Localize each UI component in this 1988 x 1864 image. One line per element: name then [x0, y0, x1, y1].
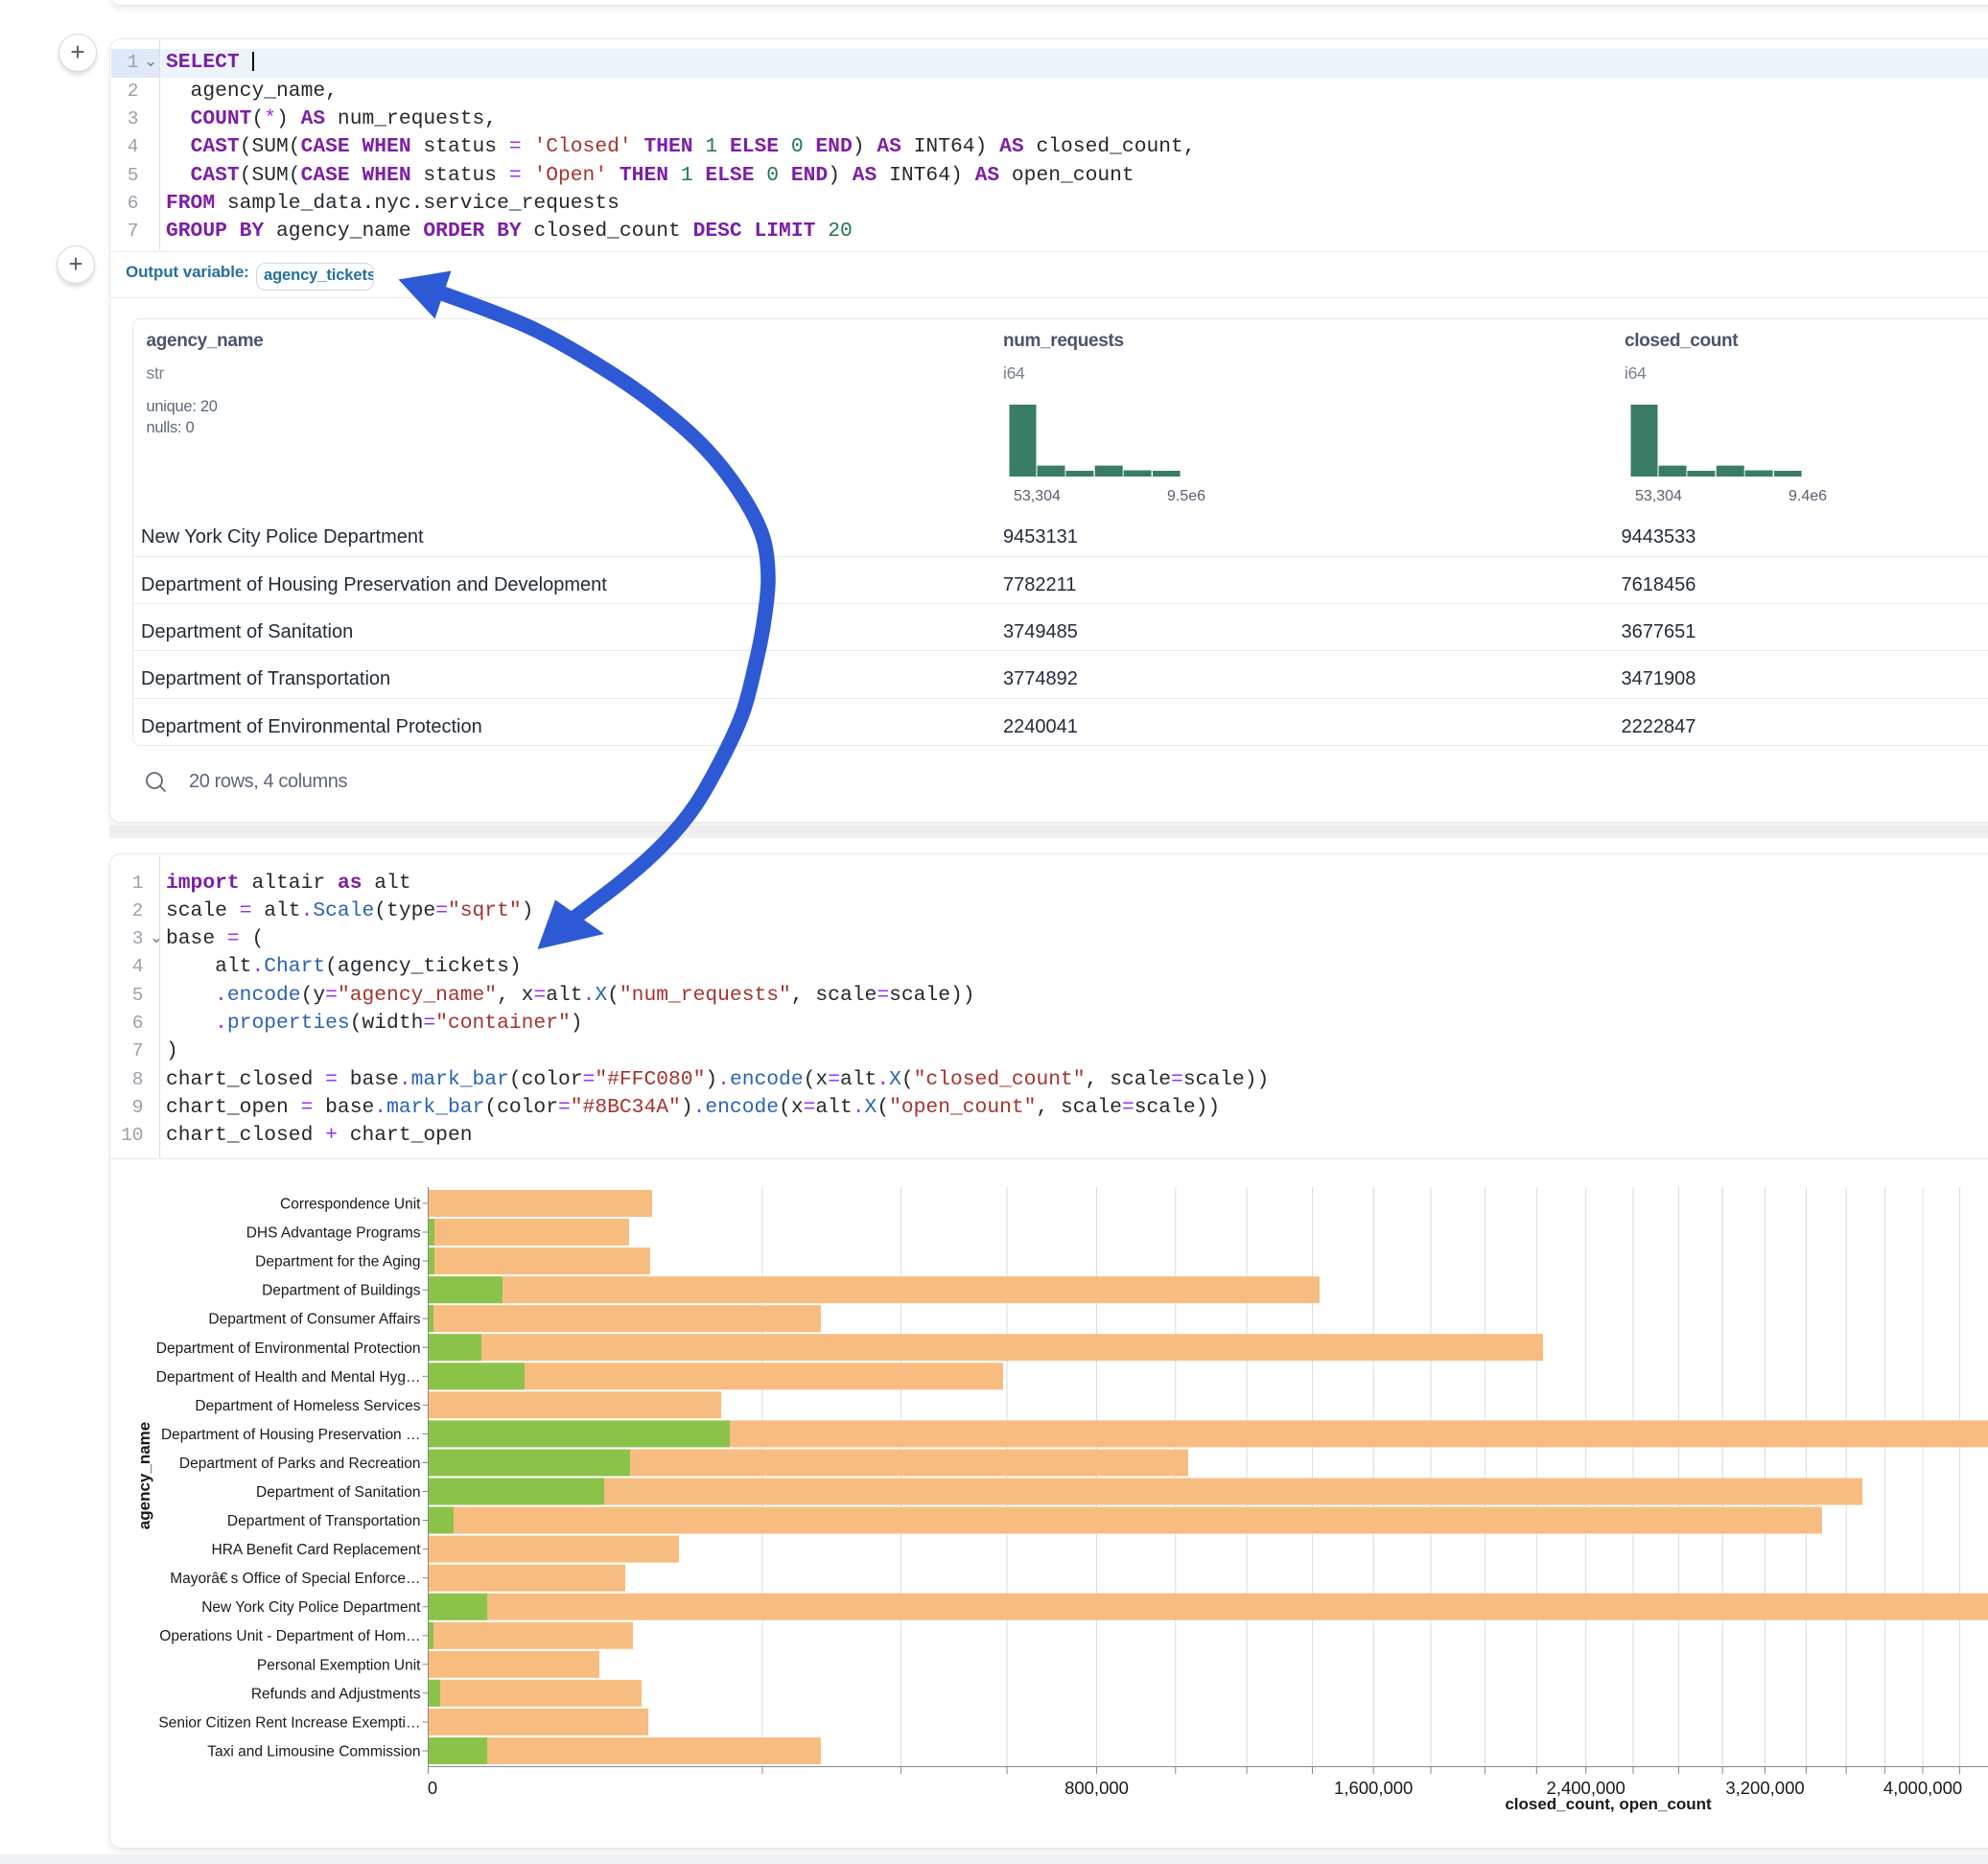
svg-text:DHS Advantage Programs: DHS Advantage Programs	[246, 1225, 421, 1242]
svg-text:HRA Benefit Card Replacement: HRA Benefit Card Replacement	[212, 1542, 422, 1558]
svg-text:New York City Police Departmen: New York City Police Department	[201, 1599, 421, 1616]
svg-text:2,400,000: 2,400,000	[1547, 1778, 1625, 1798]
svg-text:Department of Transportation: Department of Transportation	[227, 1513, 421, 1529]
svg-text:Operations Unit - Department o: Operations Unit - Department of Hom…	[159, 1628, 420, 1644]
svg-text:Refunds and Adjustments: Refunds and Adjustments	[251, 1686, 421, 1702]
svg-text:Correspondence Unit: Correspondence Unit	[280, 1197, 421, 1213]
svg-text:4,000,000: 4,000,000	[1883, 1778, 1962, 1798]
svg-text:Mayorâ€ s Office of Special En: Mayorâ€ s Office of Special Enforce…	[170, 1571, 420, 1587]
svg-text:Department of Buildings: Department of Buildings	[262, 1283, 421, 1299]
svg-text:agency_name: agency_name	[135, 1422, 153, 1529]
svg-text:Department for the Aging: Department for the Aging	[255, 1254, 420, 1270]
svg-text:0: 0	[428, 1778, 437, 1798]
svg-text:Department of Health and Menta: Department of Health and Mental Hyg…	[156, 1369, 421, 1386]
svg-text:closed_count, open_count: closed_count, open_count	[1505, 1795, 1712, 1813]
svg-text:1,600,000: 1,600,000	[1334, 1778, 1413, 1798]
svg-text:800,000: 800,000	[1064, 1778, 1129, 1798]
svg-text:Department of Sanitation: Department of Sanitation	[256, 1484, 420, 1501]
svg-text:Department of Parks and Recrea: Department of Parks and Recreation	[179, 1456, 421, 1472]
svg-text:Taxi and Limousine Commission: Taxi and Limousine Commission	[207, 1744, 420, 1760]
svg-text:Department of Environmental Pr: Department of Environmental Protection	[156, 1340, 421, 1357]
svg-text:Department of Consumer Affairs: Department of Consumer Affairs	[208, 1312, 420, 1328]
svg-text:Department of Homeless Service: Department of Homeless Services	[195, 1398, 420, 1414]
svg-text:3,200,000: 3,200,000	[1725, 1778, 1804, 1798]
svg-text:Senior Citizen Rent Increase E: Senior Citizen Rent Increase Exempti…	[158, 1714, 420, 1731]
svg-text:Personal Exemption Unit: Personal Exemption Unit	[257, 1657, 421, 1673]
svg-text:Department of Housing Preserva: Department of Housing Preservation …	[161, 1427, 421, 1443]
